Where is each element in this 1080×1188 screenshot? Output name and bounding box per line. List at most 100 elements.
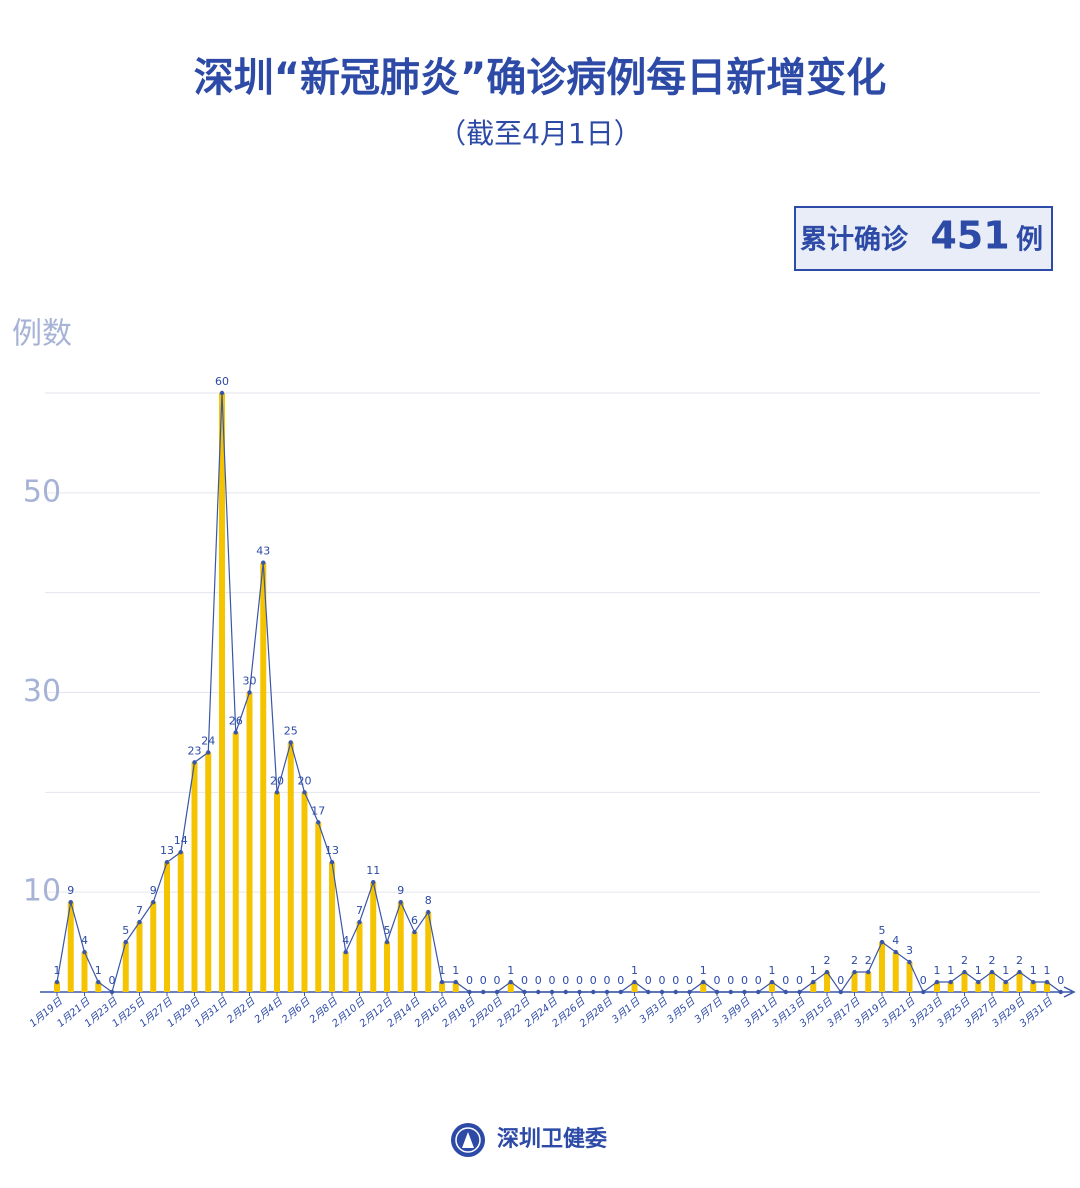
data-label: 1: [769, 964, 776, 977]
bar: [260, 562, 267, 992]
bar: [301, 792, 308, 992]
data-label: 8: [425, 894, 432, 907]
data-label: 43: [256, 545, 270, 558]
point: [398, 899, 403, 905]
data-label: 5: [879, 924, 886, 937]
total-value: 451: [930, 214, 1009, 258]
point: [536, 989, 541, 995]
point: [151, 899, 156, 905]
data-label: 0: [521, 974, 528, 987]
data-label: 6: [411, 914, 418, 927]
x-axis-arrow: [1063, 986, 1076, 998]
data-label: 2: [865, 954, 872, 967]
footer-source: 深圳卫健委: [497, 1126, 607, 1152]
point: [824, 969, 830, 975]
data-label: 11: [366, 864, 380, 877]
bar: [219, 393, 225, 992]
point: [673, 989, 678, 995]
point: [618, 989, 623, 995]
bar: [67, 902, 74, 992]
point: [343, 949, 348, 955]
data-label: 26: [229, 714, 243, 727]
point: [206, 750, 211, 755]
point: [1058, 989, 1063, 995]
data-label: 60: [215, 375, 229, 388]
data-label: 20: [298, 774, 312, 787]
bar: [700, 982, 707, 992]
data-label: 23: [188, 744, 202, 757]
data-label: 0: [562, 974, 569, 987]
point: [1017, 969, 1022, 975]
total-box: [794, 206, 1053, 271]
data-label: 1: [452, 964, 459, 977]
data-label: 9: [67, 884, 74, 897]
bar: [631, 982, 638, 992]
bar: [961, 972, 968, 992]
point: [769, 979, 775, 985]
y-tick-label: 30: [23, 674, 61, 709]
data-label: 20: [270, 774, 284, 787]
data-label: 1: [975, 964, 982, 977]
bar: [934, 982, 940, 992]
data-label: 1: [1044, 964, 1051, 977]
point: [453, 979, 458, 985]
data-label: 9: [397, 884, 404, 897]
bar: [397, 902, 404, 992]
point: [879, 939, 885, 945]
data-label: 13: [160, 844, 174, 857]
data-label: 0: [494, 974, 501, 987]
data-label: 0: [466, 974, 473, 987]
point: [783, 989, 788, 995]
data-label: 4: [81, 934, 88, 947]
y-tick-label: 10: [23, 874, 61, 909]
bar: [892, 952, 899, 992]
point: [96, 979, 101, 985]
bar: [356, 922, 363, 992]
bar: [452, 982, 459, 992]
point: [508, 979, 513, 985]
point: [934, 979, 940, 985]
data-label: 0: [617, 974, 624, 987]
bar: [274, 792, 280, 992]
data-label: 13: [325, 844, 339, 857]
bar: [95, 982, 102, 992]
data-label: 1: [507, 964, 514, 977]
data-label: 9: [150, 884, 157, 897]
point: [288, 740, 293, 745]
data-label: 2: [824, 954, 831, 967]
data-label: 1: [810, 964, 817, 977]
data-label: 0: [782, 974, 789, 987]
bar: [879, 942, 885, 992]
point: [384, 939, 390, 945]
data-label: 0: [576, 974, 583, 987]
point: [439, 979, 445, 985]
bar: [507, 982, 514, 992]
bar: [384, 942, 390, 992]
data-label: 4: [342, 934, 349, 947]
bar: [975, 982, 982, 992]
data-label: 1: [1030, 964, 1037, 977]
data-label: 0: [714, 974, 721, 987]
bar: [150, 902, 157, 992]
data-label: 0: [727, 974, 734, 987]
point: [646, 989, 651, 995]
point: [164, 860, 170, 865]
point: [192, 760, 197, 765]
data-label: 1: [631, 964, 638, 977]
point: [68, 899, 73, 905]
data-label: 30: [243, 675, 257, 688]
bar: [81, 952, 88, 992]
point: [701, 979, 706, 985]
data-label: 0: [480, 974, 487, 987]
point: [866, 969, 871, 975]
point: [54, 979, 60, 985]
bar: [851, 972, 858, 992]
point: [591, 989, 596, 995]
point: [357, 919, 362, 925]
point: [563, 989, 568, 995]
data-label: 0: [109, 974, 116, 987]
subtitle: （截至4月1日）: [438, 117, 642, 150]
bar: [329, 862, 335, 992]
data-label: 14: [174, 834, 188, 847]
data-label: 0: [659, 974, 666, 987]
